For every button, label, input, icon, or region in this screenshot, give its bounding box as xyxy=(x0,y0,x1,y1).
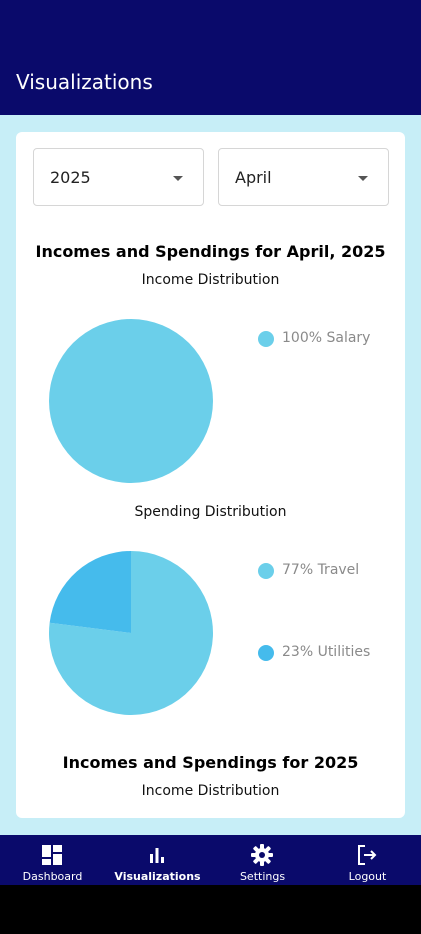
page-title: Visualizations xyxy=(16,70,153,94)
logout-icon xyxy=(358,845,377,865)
nav-item-visualizations[interactable]: Visualizations xyxy=(105,835,210,885)
system-bar xyxy=(0,885,421,934)
spending-distribution-title: Spending Distribution xyxy=(134,504,287,520)
nav-label-visualizations: Visualizations xyxy=(114,870,201,883)
caret-down-icon xyxy=(358,176,368,181)
caret-down-icon xyxy=(173,176,183,181)
legend-dot-salary xyxy=(258,331,274,347)
nav-item-settings[interactable]: Settings xyxy=(210,835,315,885)
legend-label-utilities: 23% Utilities xyxy=(282,644,371,660)
nav-item-dashboard[interactable]: Dashboard xyxy=(0,835,105,885)
bar-chart-icon xyxy=(150,848,164,863)
pie-slice-salary xyxy=(49,319,213,483)
pie-slice-utilities xyxy=(49,551,132,633)
month-select[interactable]: April xyxy=(218,148,389,206)
nav-label-logout: Logout xyxy=(348,870,387,883)
visualization-card: 2025 April Incomes and Spendings for Apr… xyxy=(16,132,405,818)
nav-item-logout[interactable]: Logout xyxy=(315,835,420,885)
legend-dot-travel xyxy=(258,563,274,579)
month-select-value: April xyxy=(235,168,272,187)
gear-icon xyxy=(251,844,273,866)
content-area[interactable]: 2025 April Incomes and Spendings for Apr… xyxy=(0,115,421,835)
nav-label-dashboard: Dashboard xyxy=(22,870,83,883)
app-bar: Visualizations xyxy=(0,0,421,115)
income-pie-chart xyxy=(49,319,213,483)
bottom-navigation: Dashboard Visualizations Settings xyxy=(0,835,421,885)
legend-label-salary: 100% Salary xyxy=(282,330,371,346)
nav-label-settings: Settings xyxy=(239,870,286,883)
income-distribution-title: Income Distribution xyxy=(141,272,280,288)
year-select[interactable]: 2025 xyxy=(33,148,204,206)
legend-label-travel: 77% Travel xyxy=(282,562,360,578)
spending-pie-chart xyxy=(48,551,213,715)
legend-dot-utilities xyxy=(258,645,274,661)
dashboard-icon xyxy=(42,845,62,865)
monthly-heading: Incomes and Spendings for April, 2025 xyxy=(35,242,386,261)
yearly-income-distribution-title: Income Distribution xyxy=(141,783,280,799)
year-select-value: 2025 xyxy=(50,168,91,187)
yearly-heading: Incomes and Spendings for 2025 xyxy=(62,753,359,772)
